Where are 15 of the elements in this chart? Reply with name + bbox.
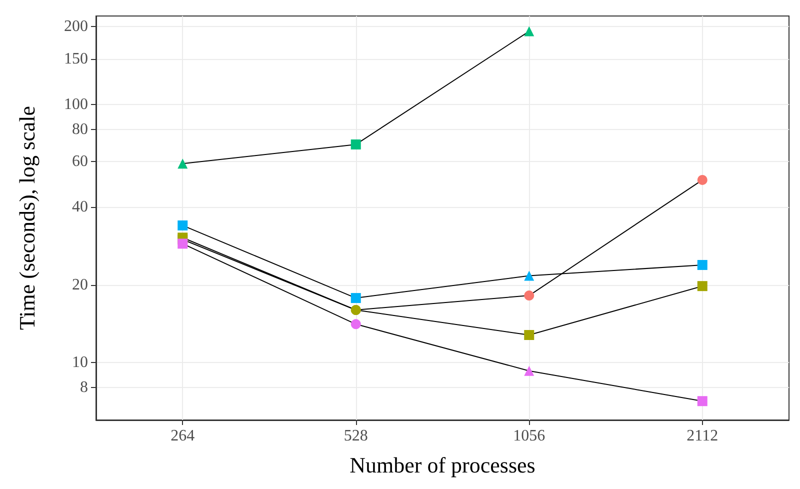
y-tick-label: 60	[72, 153, 88, 170]
y-tick-label: 8	[80, 379, 88, 396]
x-tick-label: 2112	[686, 428, 718, 444]
y-tick-label: 20	[72, 276, 88, 294]
y-tick-label: 150	[64, 50, 88, 68]
y-axis-title: Time (seconds), log scale	[14, 106, 40, 330]
y-tick-label: 200	[64, 18, 88, 36]
x-tick-label: 264	[170, 428, 195, 444]
y-tick-label: 40	[72, 198, 88, 216]
y-tick-label: 10	[72, 354, 88, 372]
x-tick-label: 1056	[513, 428, 546, 444]
y-tick-label: 80	[72, 120, 88, 138]
x-tick-label: 528	[344, 428, 368, 444]
x-axis-title: Number of processes	[350, 452, 536, 478]
y-tick-label: 100	[64, 96, 88, 113]
